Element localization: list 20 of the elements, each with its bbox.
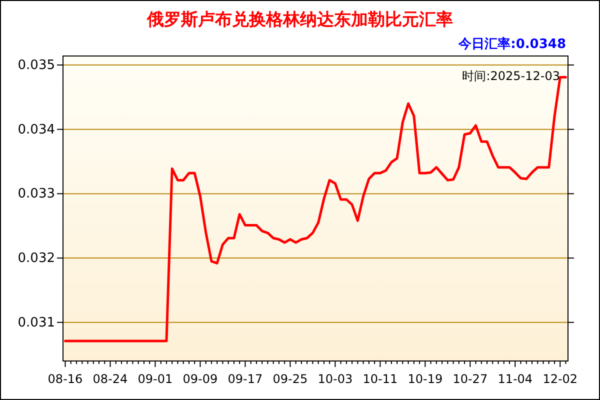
x-tick-label: 12-02 bbox=[542, 372, 578, 386]
x-tick-label: 09-17 bbox=[228, 372, 263, 386]
x-tick-label: 08-16 bbox=[48, 372, 83, 386]
y-tick-label: 0.034 bbox=[18, 122, 55, 138]
y-tick-label: 0.031 bbox=[18, 315, 55, 330]
x-tick-label: 10-03 bbox=[318, 372, 353, 386]
x-tick-label: 08-24 bbox=[92, 372, 128, 386]
x-tick-label: 09-25 bbox=[272, 372, 308, 386]
y-tick-label: 0.035 bbox=[18, 58, 55, 74]
y-tick-label: 0.032 bbox=[18, 251, 55, 266]
text: 今日汇率:0.0348 bbox=[458, 36, 566, 52]
x-tick-label: 10-19 bbox=[408, 372, 443, 386]
x-tick-label: 10-11 bbox=[362, 372, 398, 386]
x-tick-label: 09-09 bbox=[182, 372, 218, 386]
x-tick-label: 11-04 bbox=[498, 372, 533, 386]
annotation: 时间:2025-12-03 bbox=[462, 69, 560, 83]
x-tick-label: 10-27 bbox=[452, 372, 488, 386]
chart-title: 俄罗斯卢布兑换格林纳达东加勒比元汇率 bbox=[146, 10, 453, 30]
x-tick-label: 09-01 bbox=[138, 372, 173, 386]
y-tick-label: 0.033 bbox=[18, 186, 55, 202]
